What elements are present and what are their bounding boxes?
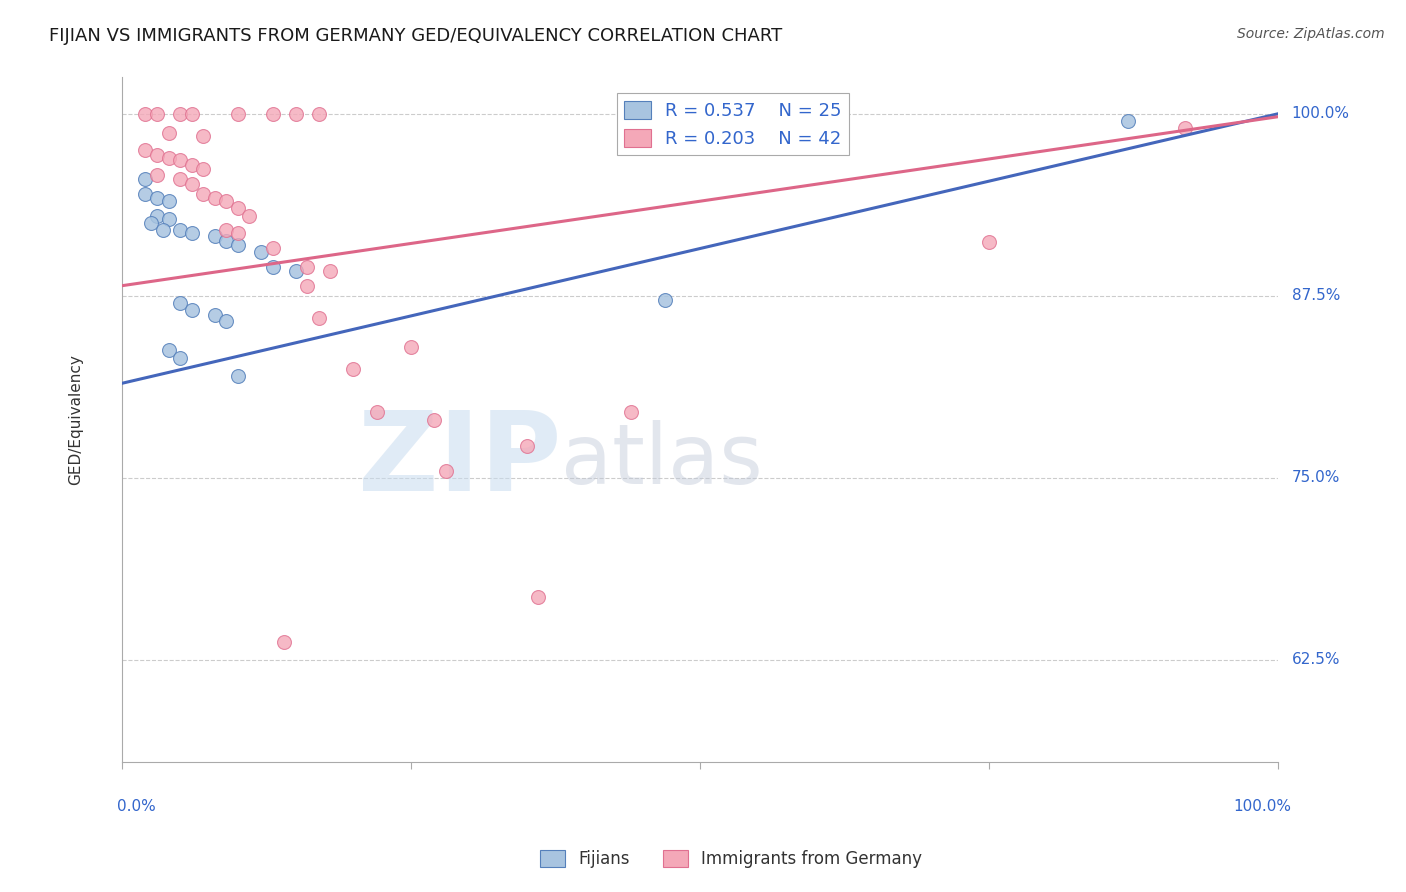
Point — [134, 107, 156, 121]
Point — [169, 296, 191, 310]
Point — [1116, 114, 1139, 128]
Point — [169, 223, 191, 237]
Point — [134, 186, 156, 201]
Point — [215, 223, 238, 237]
Point — [180, 107, 202, 121]
Text: 87.5%: 87.5% — [1292, 288, 1340, 303]
Point — [215, 194, 238, 209]
Point — [295, 278, 318, 293]
Point — [146, 191, 169, 205]
Point — [146, 147, 169, 161]
Point — [262, 260, 284, 274]
Point — [157, 194, 180, 209]
Point — [434, 464, 457, 478]
Text: 62.5%: 62.5% — [1292, 652, 1340, 667]
Point — [516, 439, 538, 453]
Point — [141, 216, 163, 230]
Point — [423, 412, 446, 426]
Point — [193, 128, 215, 143]
Point — [215, 313, 238, 327]
Point — [180, 303, 202, 318]
Point — [1174, 121, 1197, 136]
Point — [134, 172, 156, 186]
Point — [146, 209, 169, 223]
Text: FIJIAN VS IMMIGRANTS FROM GERMANY GED/EQUIVALENCY CORRELATION CHART: FIJIAN VS IMMIGRANTS FROM GERMANY GED/EQ… — [49, 27, 783, 45]
Point — [250, 245, 273, 260]
Point — [319, 264, 342, 278]
Text: 100.0%: 100.0% — [1292, 106, 1350, 121]
Point — [226, 107, 249, 121]
Point — [226, 226, 249, 240]
Point — [308, 310, 330, 325]
Point — [193, 162, 215, 177]
Text: 75.0%: 75.0% — [1292, 470, 1340, 485]
Point — [146, 107, 169, 121]
Point — [226, 238, 249, 252]
Text: ZIP: ZIP — [359, 407, 561, 514]
Text: GED/Equivalency: GED/Equivalency — [69, 354, 83, 485]
Point — [238, 209, 260, 223]
Point — [308, 107, 330, 121]
Point — [527, 591, 550, 605]
Point — [399, 340, 422, 354]
Point — [146, 168, 169, 182]
Point — [226, 202, 249, 216]
Point — [157, 343, 180, 357]
Point — [157, 126, 180, 140]
Point — [152, 223, 174, 237]
Point — [180, 226, 202, 240]
Point — [204, 191, 226, 205]
Text: 100.0%: 100.0% — [1233, 799, 1292, 814]
Point — [157, 151, 180, 165]
Point — [226, 368, 249, 383]
Point — [654, 293, 676, 308]
Point — [273, 635, 295, 649]
Text: atlas: atlas — [561, 420, 763, 501]
Point — [193, 186, 215, 201]
Text: 0.0%: 0.0% — [117, 799, 155, 814]
Point — [134, 143, 156, 157]
Point — [204, 308, 226, 322]
Point — [262, 241, 284, 255]
Point — [215, 234, 238, 248]
Text: Source: ZipAtlas.com: Source: ZipAtlas.com — [1237, 27, 1385, 41]
Point — [284, 264, 307, 278]
Legend: Fijians, Immigrants from Germany: Fijians, Immigrants from Germany — [533, 843, 929, 875]
Point — [169, 107, 191, 121]
Point — [284, 107, 307, 121]
Point — [342, 361, 364, 376]
Point — [169, 153, 191, 168]
Point — [180, 158, 202, 172]
Point — [157, 211, 180, 226]
Point — [204, 229, 226, 244]
Point — [620, 405, 643, 419]
Point — [262, 107, 284, 121]
Point — [977, 235, 1000, 249]
Point — [180, 177, 202, 191]
Legend: R = 0.537    N = 25, R = 0.203    N = 42: R = 0.537 N = 25, R = 0.203 N = 42 — [617, 94, 849, 155]
Point — [295, 260, 318, 274]
Point — [169, 172, 191, 186]
Point — [169, 351, 191, 366]
Point — [366, 405, 388, 419]
